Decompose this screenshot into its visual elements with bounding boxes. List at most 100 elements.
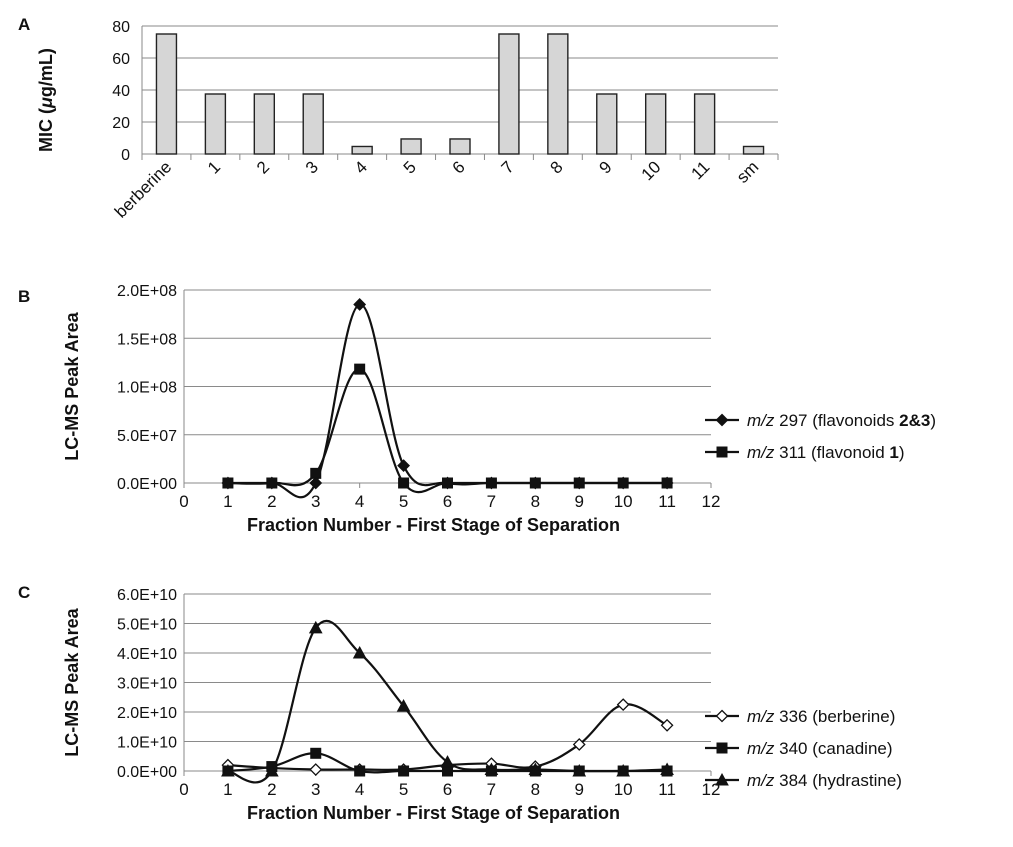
panel-a: A 0 20 40 60 80 berberine 1 2 3 4 5 6 7 8 9 10 11 sm MIC (μ… xyxy=(18,15,779,222)
x-axis-title: Fraction Number - First Stage of Separat… xyxy=(247,803,620,823)
bar xyxy=(204,93,227,155)
series-3 xyxy=(221,619,674,784)
legend-entry: m/z 311 (flavonoid 1) xyxy=(705,443,905,462)
x-tick-label: 8 xyxy=(531,492,540,511)
bar xyxy=(253,93,276,155)
y-tick-label: 60 xyxy=(112,51,130,68)
data-point xyxy=(660,762,674,776)
x-tick-label: 12 xyxy=(702,492,721,511)
x-tick-label: 0 xyxy=(179,780,188,799)
data-point xyxy=(354,765,366,777)
data-point xyxy=(616,763,631,777)
panel-letter-c: C xyxy=(18,583,30,602)
panel-letter-b: B xyxy=(18,287,30,306)
x-tick-label: 4 xyxy=(355,492,364,511)
x-tick-label: 8 xyxy=(547,157,567,177)
x-tick-label: 10 xyxy=(614,780,633,799)
x-tick-label: 9 xyxy=(575,492,584,511)
x-tick-label: 6 xyxy=(449,157,469,177)
x-tick-label: 7 xyxy=(498,157,518,177)
y-tick-label: 1.0E+10 xyxy=(117,735,177,752)
legend-marker xyxy=(716,742,728,754)
panel-c: C 0.0E+00 1.0E+10 2.0E+10 3.0E+10 4.0E+10 5.0E… xyxy=(18,583,902,823)
y-axis-title: LC-MS Peak Area xyxy=(62,311,82,460)
y-tick-label: 3.0E+10 xyxy=(117,676,177,693)
x-tick-label: 2 xyxy=(253,157,273,177)
legend-entry: m/z 336 (berberine) xyxy=(705,707,895,726)
y-tick-label: 6.0E+10 xyxy=(117,587,177,604)
bar xyxy=(400,138,422,155)
y-tick-label: 1.5E+08 xyxy=(117,331,177,348)
data-point xyxy=(308,620,323,634)
bar xyxy=(596,93,618,155)
series-line xyxy=(227,368,668,494)
x-tick-label: 9 xyxy=(575,780,584,799)
x-tick-label: 11 xyxy=(688,157,714,183)
x-tick-label: 1 xyxy=(223,492,232,511)
legend-marker xyxy=(715,413,729,427)
data-point xyxy=(354,363,366,375)
series-2 xyxy=(222,363,673,494)
legend-label: m/z 297 (flavonoids 2&3) xyxy=(747,411,936,430)
legend-marker xyxy=(716,446,728,458)
legend-label: m/z 336 (berberine) xyxy=(747,707,895,726)
data-point xyxy=(310,747,322,759)
bar xyxy=(742,145,765,155)
data-point xyxy=(484,762,499,776)
data-point xyxy=(309,763,323,776)
legend-marker xyxy=(715,772,729,786)
bar xyxy=(351,145,373,155)
bar xyxy=(693,93,716,155)
x-tick-label: 9 xyxy=(595,157,615,177)
y-tick-label: 2.0E+08 xyxy=(117,283,177,300)
data-point xyxy=(309,476,323,490)
data-point xyxy=(353,298,367,311)
bar xyxy=(155,33,178,155)
data-point xyxy=(528,762,543,776)
data-point xyxy=(352,645,367,659)
x-tick-label: 4 xyxy=(351,157,371,177)
x-tick-label: 10 xyxy=(614,492,633,511)
data-point xyxy=(660,718,674,732)
data-point xyxy=(572,738,586,751)
data-point xyxy=(572,763,587,777)
y-tick-label: 80 xyxy=(112,19,130,36)
x-tick-label: 11 xyxy=(658,492,676,511)
data-point xyxy=(221,763,235,777)
y-tick-label: 5.0E+07 xyxy=(117,428,177,445)
data-point xyxy=(442,477,453,489)
x-tick-label: 10 xyxy=(638,157,665,184)
x-tick-label: 6 xyxy=(443,780,452,799)
data-point xyxy=(264,763,279,777)
bar xyxy=(498,33,520,155)
y-tick-label: 0.0E+00 xyxy=(117,476,177,493)
bar xyxy=(547,33,569,155)
data-point xyxy=(440,755,455,768)
y-tick-label: 40 xyxy=(112,83,130,100)
series-line xyxy=(227,303,668,499)
y-tick-label: 20 xyxy=(112,115,130,132)
data-point xyxy=(222,477,234,489)
y-axis-title: MIC (μg/mL) xyxy=(36,48,56,152)
x-axis-title: Fraction Number - First Stage of Separat… xyxy=(247,515,620,535)
y-tick-label: 2.0E+10 xyxy=(117,705,177,722)
panel-b: B0.0E+005.0E+071.0E+081.5E+082.0E+080 1 2 3… xyxy=(18,283,936,535)
legend-label: m/z 384 (hydrastine) xyxy=(747,771,902,790)
x-tick-label: 5 xyxy=(400,157,420,177)
y-tick-label: 0 xyxy=(121,147,130,164)
y-tick-label: 5.0E+10 xyxy=(117,617,177,634)
x-tick-label: 7 xyxy=(487,492,496,511)
x-tick-label: 7 xyxy=(487,780,496,799)
y-tick-label: 0.0E+00 xyxy=(117,764,177,781)
legend-entry: m/z 297 (flavonoids 2&3) xyxy=(705,411,936,430)
x-tick-label: berberine xyxy=(111,157,175,221)
x-tick-label: 3 xyxy=(311,780,320,799)
x-tick-label: 4 xyxy=(355,780,364,799)
data-point xyxy=(398,765,410,777)
bar xyxy=(449,138,471,155)
data-point xyxy=(661,477,673,489)
data-point xyxy=(266,477,278,489)
legend-label: m/z 340 (canadine) xyxy=(747,739,893,758)
